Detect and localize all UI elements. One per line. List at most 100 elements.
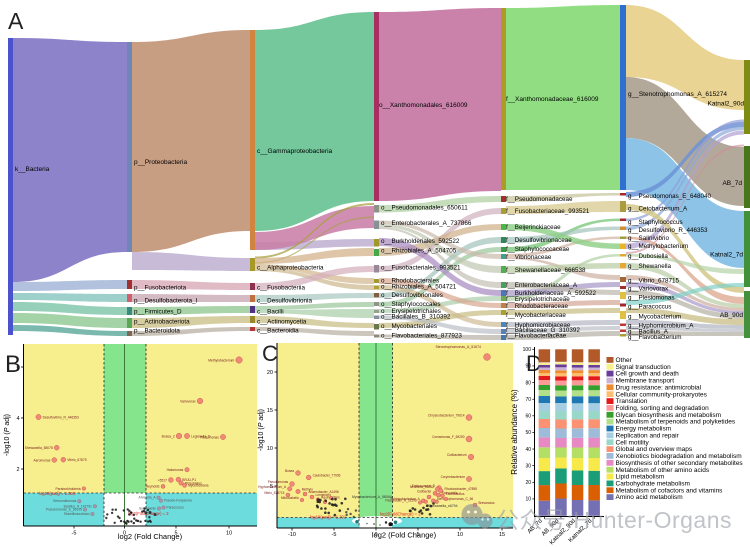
svg-text:f__Mycobacteriaceae: f__Mycobacteriaceae xyxy=(506,312,566,319)
svg-text:f__Beijerinckiaceae: f__Beijerinckiaceae xyxy=(506,224,561,231)
svg-text:g__Hyphomicrobium_A: g__Hyphomicrobium_A xyxy=(628,323,694,330)
svg-text:Legionella_D: Legionella_D xyxy=(191,434,211,438)
svg-text:BRJU-P1: BRJU-P1 xyxy=(182,478,196,482)
svg-text:-log10 (P adj): -log10 (P adj) xyxy=(258,409,265,451)
svg-text:20: 20 xyxy=(525,480,531,486)
svg-text:p__Fusobacteriota: p__Fusobacteriota xyxy=(134,285,187,292)
svg-text:Hyphomicrobium_A: Hyphomicrobium_A xyxy=(258,485,287,489)
svg-text:g__Plesiomonas: g__Plesiomonas xyxy=(628,295,675,302)
svg-text:o__Rhodobacterales: o__Rhodobacterales xyxy=(381,278,439,285)
svg-text:p__Proteobacteria: p__Proteobacteria xyxy=(134,159,188,166)
svg-text:g__Bacillus_A: g__Bacillus_A xyxy=(628,329,669,336)
svg-text:k__Bacteria: k__Bacteria xyxy=(15,166,50,173)
svg-text:Membrane transport: Membrane transport xyxy=(616,378,675,385)
svg-text:70: 70 xyxy=(525,397,531,403)
svg-text:f__Hyphomicrobiaceae: f__Hyphomicrobiaceae xyxy=(506,322,571,329)
svg-text:g__Mycobacterium: g__Mycobacterium xyxy=(628,314,681,321)
svg-text:Folding, sorting and degradati: Folding, sorting and degradation xyxy=(616,405,710,412)
svg-text:80: 80 xyxy=(525,380,531,386)
svg-text:g__Methylobacterium: g__Methylobacterium xyxy=(628,243,688,250)
svg-text:Brevanoica: Brevanoica xyxy=(479,501,495,505)
svg-text:Relative abundance (%): Relative abundance (%) xyxy=(510,389,519,475)
svg-text:Shewanella_s6794: Shewanella_s6794 xyxy=(428,504,458,508)
svg-text:50: 50 xyxy=(525,430,531,436)
svg-text:o__Enterobacterales_A_737866: o__Enterobacterales_A_737866 xyxy=(381,220,472,227)
svg-text:Paracoccus: Paracoccus xyxy=(167,506,185,510)
svg-text:Amino acid metabolism: Amino acid metabolism xyxy=(616,494,683,501)
svg-text:Comamonas_F_69250: Comamonas_F_69250 xyxy=(432,435,465,439)
svg-text:g__Desulfovibrio_R_446353: g__Desulfovibrio_R_446353 xyxy=(628,227,708,234)
svg-text:g__Paracoccus: g__Paracoccus xyxy=(628,304,671,311)
svg-text:o__Mycobacteriales: o__Mycobacteriales xyxy=(381,323,437,330)
svg-text:Bosea_2: Bosea_2 xyxy=(162,434,175,438)
svg-text:p__Desulfobacterota_I: p__Desulfobacterota_I xyxy=(134,298,198,305)
svg-text:f__Desulfovibrionaceae: f__Desulfovibrionaceae xyxy=(506,237,572,244)
svg-text:Corynebacterium: Corynebacterium xyxy=(441,475,466,479)
svg-text:Rhizobiales: Rhizobiales xyxy=(185,481,202,485)
svg-text:A: A xyxy=(8,8,24,34)
svg-text:-5: -5 xyxy=(72,531,77,537)
svg-text:+5517: +5517 xyxy=(158,478,167,482)
svg-text:Stenotrophomonas_A_51674: Stenotrophomonas_A_51674 xyxy=(435,345,481,349)
svg-text:o__Pseudomonadales_650611: o__Pseudomonadales_650611 xyxy=(381,204,468,211)
svg-text:Halomonas: Halomonas xyxy=(167,468,184,472)
svg-text:c__Actinomycetia: c__Actinomycetia xyxy=(257,319,307,326)
svg-text:o__Flavobacteriales_877923: o__Flavobacteriales_877923 xyxy=(381,333,462,340)
svg-text:4: 4 xyxy=(16,416,19,422)
svg-text:公众号:Hunter-Organs: 公众号:Hunter-Organs xyxy=(496,507,732,533)
svg-text:Pseudomonas_E_65105: Pseudomonas_E_65105 xyxy=(46,508,82,512)
svg-text:f__Rhodobacteraceae: f__Rhodobacteraceae xyxy=(506,303,568,310)
svg-text:Metabolism of cofactors and vi: Metabolism of cofactors and vitamins xyxy=(616,487,724,494)
svg-text:p__Firmicutes_D: p__Firmicutes_D xyxy=(134,309,182,316)
svg-text:Carbohydrate metabolism: Carbohydrate metabolism xyxy=(616,481,690,488)
svg-text:g__Staphylococcus: g__Staphylococcus xyxy=(628,219,683,226)
svg-text:Bosea: Bosea xyxy=(285,469,294,473)
svg-text:10: 10 xyxy=(525,497,531,503)
svg-text:Glycan biosynthesis and metabo: Glycan biosynthesis and metabolism xyxy=(616,412,722,419)
svg-text:Metabolism of terpenoids and p: Metabolism of terpenoids and polyketides xyxy=(616,419,736,426)
svg-text:-10: -10 xyxy=(288,532,296,538)
svg-text:Sulfurparde: Sulfurparde xyxy=(139,507,156,511)
svg-text:20: 20 xyxy=(267,370,273,376)
svg-text:Cutibacterium: Cutibacterium xyxy=(447,453,467,457)
svg-text:f__Enterobacteriaceae_A: f__Enterobacteriaceae_A xyxy=(506,282,578,289)
svg-text:Replication and repair: Replication and repair xyxy=(616,433,680,440)
svg-text:Mycobacterium_A_58094: Mycobacterium_A_58094 xyxy=(352,495,392,499)
svg-text:6: 6 xyxy=(16,365,19,371)
svg-text:Rhodanobacter_47898: Rhodanobacter_47898 xyxy=(445,487,478,491)
svg-text:Aeromonas: Aeromonas xyxy=(34,458,51,462)
svg-text:c__Alphaproteobacteria: c__Alphaproteobacteria xyxy=(257,265,324,272)
svg-text:Cellular community-prokaryotes: Cellular community-prokaryotes xyxy=(616,391,708,398)
svg-text:o__Erysipelotrichales: o__Erysipelotrichales xyxy=(381,308,441,315)
svg-text:Mitsuoakella: Mitsuoakella xyxy=(281,496,299,500)
svg-text:c__Desulfovibrionia: c__Desulfovibrionia xyxy=(257,298,312,305)
svg-text:Reynolds: Reynolds xyxy=(146,485,160,489)
svg-text:Stenotrophomonas_C_56: Stenotrophomonas_C_56 xyxy=(437,497,474,501)
svg-text:o__Rhizobiales_A_504705: o__Rhizobiales_A_504705 xyxy=(381,248,457,255)
svg-text:Salmonella: Salmonella xyxy=(442,491,458,495)
svg-text:f__Pseudomonadaceae: f__Pseudomonadaceae xyxy=(506,196,573,203)
svg-text:log2(FoldChange) = 2: log2(FoldChange) = 2 xyxy=(128,511,169,516)
svg-text:Cutibacter: Cutibacter xyxy=(417,489,432,493)
svg-text:g__Shewanella: g__Shewanella xyxy=(628,263,672,270)
svg-text:0: 0 xyxy=(374,532,377,538)
svg-text:Longimicro: Longimicro xyxy=(316,493,332,497)
svg-text:AB_7d: AB_7d xyxy=(722,180,742,187)
svg-text:Desulfovibrio_R_446353: Desulfovibrio_R_446353 xyxy=(43,415,79,419)
svg-text:15: 15 xyxy=(267,408,273,414)
svg-text:-5: -5 xyxy=(332,532,337,538)
svg-text:g__Vibrio_678715: g__Vibrio_678715 xyxy=(628,278,680,285)
svg-text:Shewanella_58075: Shewanella_58075 xyxy=(25,446,53,450)
svg-text:f__Vibrionaceae: f__Vibrionaceae xyxy=(506,254,552,261)
svg-text:Pseudomonas: Pseudomonas xyxy=(268,480,289,484)
svg-text:Global and overview maps: Global and overview maps xyxy=(616,446,693,453)
svg-text:Chryseobacterium_79614: Chryseobacterium_79614 xyxy=(428,414,465,418)
svg-text:o__Staphylococcales: o__Staphylococcales xyxy=(381,301,441,308)
svg-text:g__Salinivibrio: g__Salinivibrio xyxy=(628,235,669,242)
svg-text:60: 60 xyxy=(525,414,531,420)
svg-text:g__Cetobacterium_A: g__Cetobacterium_A xyxy=(628,205,688,212)
svg-text:0: 0 xyxy=(123,531,126,537)
svg-text:Methylobacterium: Methylobacterium xyxy=(208,358,234,362)
svg-text:Cell motility: Cell motility xyxy=(616,439,650,446)
svg-text:Signal transduction: Signal transduction xyxy=(616,364,672,371)
